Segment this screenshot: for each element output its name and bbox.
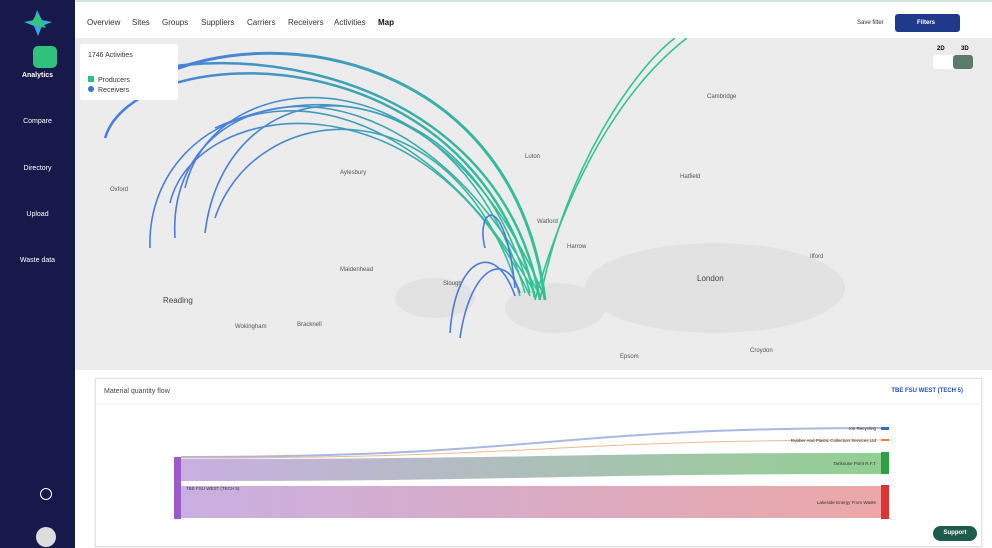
tab[interactable]: Receivers bbox=[288, 18, 324, 27]
flow-panel: Material quantity flow TBE FSU WEST (TEC… bbox=[95, 378, 982, 547]
nav-waste-data[interactable]: Waste data bbox=[0, 257, 75, 264]
source-node bbox=[174, 457, 181, 519]
place-label: Luton bbox=[525, 154, 540, 160]
avatar[interactable] bbox=[36, 527, 56, 547]
sankey: TBE FSU WEST (TECH 5) Ion Recycling Rubb… bbox=[96, 379, 981, 546]
top-bar: Overview Sites Groups Suppliers Carriers… bbox=[75, 0, 992, 38]
place-label: Reading bbox=[163, 296, 193, 305]
support-label: Support bbox=[944, 530, 967, 536]
nav-analytics[interactable]: Analytics bbox=[0, 72, 75, 79]
place-label: Ilford bbox=[810, 254, 823, 260]
node-label: Tankouse Point R.F.T bbox=[833, 461, 876, 466]
place-label: Harrow bbox=[567, 244, 587, 250]
place-label: Hatfield bbox=[680, 174, 700, 180]
support-button[interactable]: Support bbox=[933, 526, 977, 541]
tab[interactable]: Sites bbox=[132, 18, 150, 27]
legend-label: Producers bbox=[98, 77, 130, 84]
analytics-icon[interactable] bbox=[33, 46, 57, 68]
tab[interactable]: Carriers bbox=[247, 18, 275, 27]
place-label: Watford bbox=[537, 219, 558, 225]
node-label: Rubber And Plastic Collection Services L… bbox=[791, 438, 877, 443]
sidebar: Analytics Compare Directory Upload Waste… bbox=[0, 0, 75, 548]
node-label: Ion Recycling bbox=[849, 426, 877, 431]
place-label: Oxford bbox=[110, 187, 128, 193]
place-label: Aylesbury bbox=[340, 170, 366, 176]
toggle-switch[interactable] bbox=[933, 55, 973, 69]
urban-areas bbox=[395, 243, 845, 333]
map: Reading Slough London Oxford Luton Croyd… bbox=[75, 38, 992, 370]
flow bbox=[181, 486, 881, 518]
target-node bbox=[881, 439, 889, 441]
toggle-3d[interactable]: 3D bbox=[961, 46, 969, 52]
node-label: Lakeside Energy From Waste bbox=[817, 500, 877, 505]
toggle-2d[interactable]: 2D bbox=[937, 46, 945, 52]
tab[interactable]: Groups bbox=[162, 18, 188, 27]
filters-label: Filters bbox=[917, 20, 935, 26]
activity-count: 1746 Activities bbox=[88, 52, 133, 59]
flow bbox=[181, 428, 881, 457]
place-label: Bracknell bbox=[297, 322, 322, 328]
place-label: Cambridge bbox=[707, 94, 737, 100]
nav-compare[interactable]: Compare bbox=[0, 118, 75, 125]
page: Analytics Compare Directory Upload Waste… bbox=[0, 0, 992, 548]
tab[interactable]: Overview bbox=[87, 18, 120, 27]
legend-box: 1746 Activities Producers Receivers bbox=[80, 44, 178, 100]
logo bbox=[0, 0, 75, 40]
target-node bbox=[881, 452, 889, 474]
tab-active[interactable]: Map bbox=[378, 18, 394, 27]
target-node bbox=[881, 485, 889, 519]
place-label: Maidenhead bbox=[340, 267, 373, 273]
tab[interactable]: Activities bbox=[334, 18, 366, 27]
nav-directory[interactable]: Directory bbox=[0, 165, 75, 172]
node-label: TBE FSU WEST (TECH 5) bbox=[186, 486, 240, 491]
tab[interactable]: Suppliers bbox=[201, 18, 234, 27]
place-label: Wokingham bbox=[235, 324, 267, 330]
place-label: Croydon bbox=[750, 348, 773, 354]
map-canvas: Reading Slough London Oxford Luton Croyd… bbox=[75, 38, 992, 370]
target-node bbox=[881, 427, 889, 430]
nav-upload[interactable]: Upload bbox=[0, 211, 75, 218]
filters-button[interactable]: Filters bbox=[895, 14, 960, 32]
legend-producers: Producers bbox=[88, 76, 130, 84]
place-label: Slough bbox=[443, 281, 462, 287]
help-icon[interactable] bbox=[40, 488, 52, 500]
legend-receivers: Receivers bbox=[88, 86, 129, 94]
legend-label: Receivers bbox=[98, 87, 129, 94]
save-filter[interactable]: Save filter bbox=[857, 20, 884, 26]
place-label: Epsom bbox=[620, 354, 639, 360]
place-label: London bbox=[697, 274, 724, 283]
